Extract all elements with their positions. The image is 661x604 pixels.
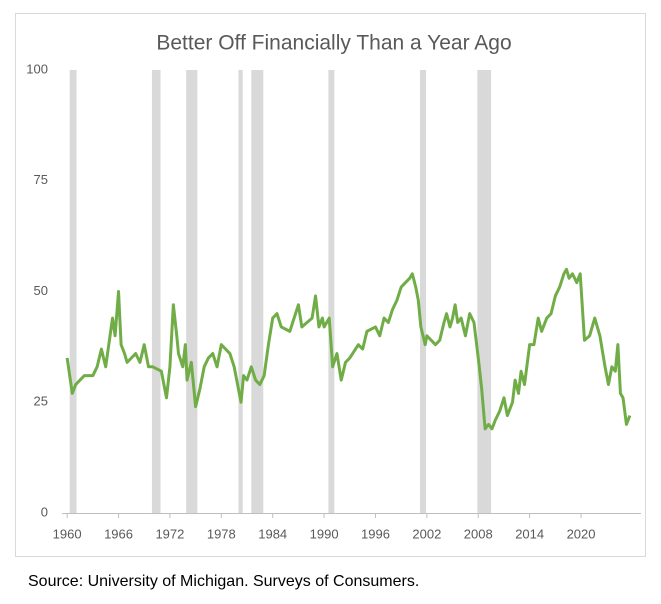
x-tick-label: 1972 (155, 526, 184, 541)
x-tick-label: 2008 (464, 526, 493, 541)
y-tick-label: 50 (34, 283, 48, 298)
y-tick-label: 25 (34, 394, 48, 409)
x-tick-label: 1966 (104, 526, 133, 541)
x-tick-label: 1960 (53, 526, 82, 541)
x-tick-label: 2014 (515, 526, 544, 541)
recession-band (328, 70, 335, 513)
recession-band (251, 70, 264, 513)
y-tick-label: 0 (41, 504, 48, 519)
recession-band (69, 70, 77, 513)
recession-band (420, 70, 427, 513)
recession-band (151, 70, 161, 513)
x-tick-label: 1990 (310, 526, 339, 541)
source-note: Source: University of Michigan. Surveys … (28, 573, 419, 590)
recession-band (238, 70, 243, 513)
y-tick-label: 100 (26, 61, 48, 76)
recession-band (477, 70, 492, 513)
recession-band (186, 70, 198, 513)
y-tick-label: 75 (34, 172, 48, 187)
x-tick-label: 2002 (412, 526, 441, 541)
data-line (65, 267, 632, 431)
x-tick-label: 1996 (361, 526, 390, 541)
x-tick-label: 1978 (207, 526, 236, 541)
x-tick-label: 2020 (567, 526, 596, 541)
chart-title: Better Off Financially Than a Year Ago (156, 32, 511, 55)
x-tick-label: 1984 (258, 526, 287, 541)
